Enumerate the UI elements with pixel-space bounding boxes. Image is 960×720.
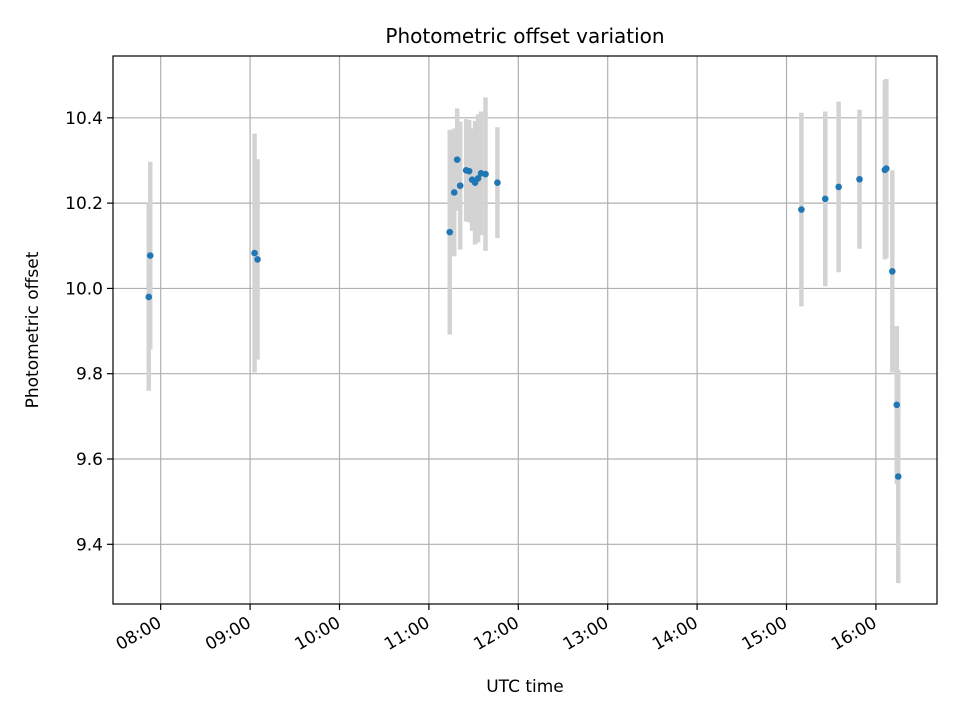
y-axis: 9.4 9.6 9.8 10.0 10.2 10.4: [65, 109, 113, 555]
data-point: [251, 249, 258, 257]
x-axis: 08:00 09:00 10:00 11:00 12:00 13:00 14:00 15:00…: [113, 604, 880, 655]
data-point: [254, 256, 261, 263]
data-point: [450, 189, 458, 196]
data-point: [494, 179, 501, 186]
data-point: [482, 170, 489, 178]
x-tick-label: 12:00: [470, 613, 522, 655]
data-point: [894, 473, 902, 480]
y-tick-label: 10.0: [65, 279, 103, 299]
y-tick-label: 9.6: [76, 450, 103, 470]
data-point: [835, 183, 842, 191]
x-tick-label: 09:00: [202, 613, 254, 655]
y-tick-label: 9.4: [76, 535, 103, 555]
data-point: [446, 228, 454, 236]
chart-title: Photometric offset variation: [385, 24, 664, 48]
x-tick-label: 11:00: [381, 613, 433, 655]
data-point: [145, 293, 153, 301]
data-point: [456, 182, 464, 189]
data-point: [474, 175, 482, 182]
data-point: [888, 268, 896, 275]
grid: [113, 56, 937, 604]
plot-area-frame: [112, 55, 938, 605]
data-point: [453, 156, 461, 163]
x-tick-label: 13:00: [560, 613, 612, 655]
data-point: [798, 206, 805, 213]
data-point: [883, 165, 890, 172]
data-point: [821, 195, 829, 203]
y-tick-label: 10.2: [65, 194, 103, 214]
data-point: [893, 401, 901, 409]
x-tick-label: 15:00: [739, 613, 791, 655]
x-axis-title: UTC time: [486, 677, 564, 697]
data-point: [146, 252, 154, 259]
x-tick-label: 10:00: [292, 613, 344, 655]
y-axis-title: Photometric offset: [23, 251, 43, 408]
x-tick-label: 08:00: [113, 613, 165, 655]
data-point: [465, 167, 473, 175]
x-tick-label: 16:00: [828, 613, 880, 655]
y-tick-label: 10.4: [65, 109, 103, 129]
errorbars: [146, 79, 901, 584]
x-tick-label: 14:00: [649, 613, 701, 655]
data-point: [856, 175, 863, 183]
y-tick-label: 9.8: [76, 365, 103, 385]
data-points: [145, 156, 902, 480]
